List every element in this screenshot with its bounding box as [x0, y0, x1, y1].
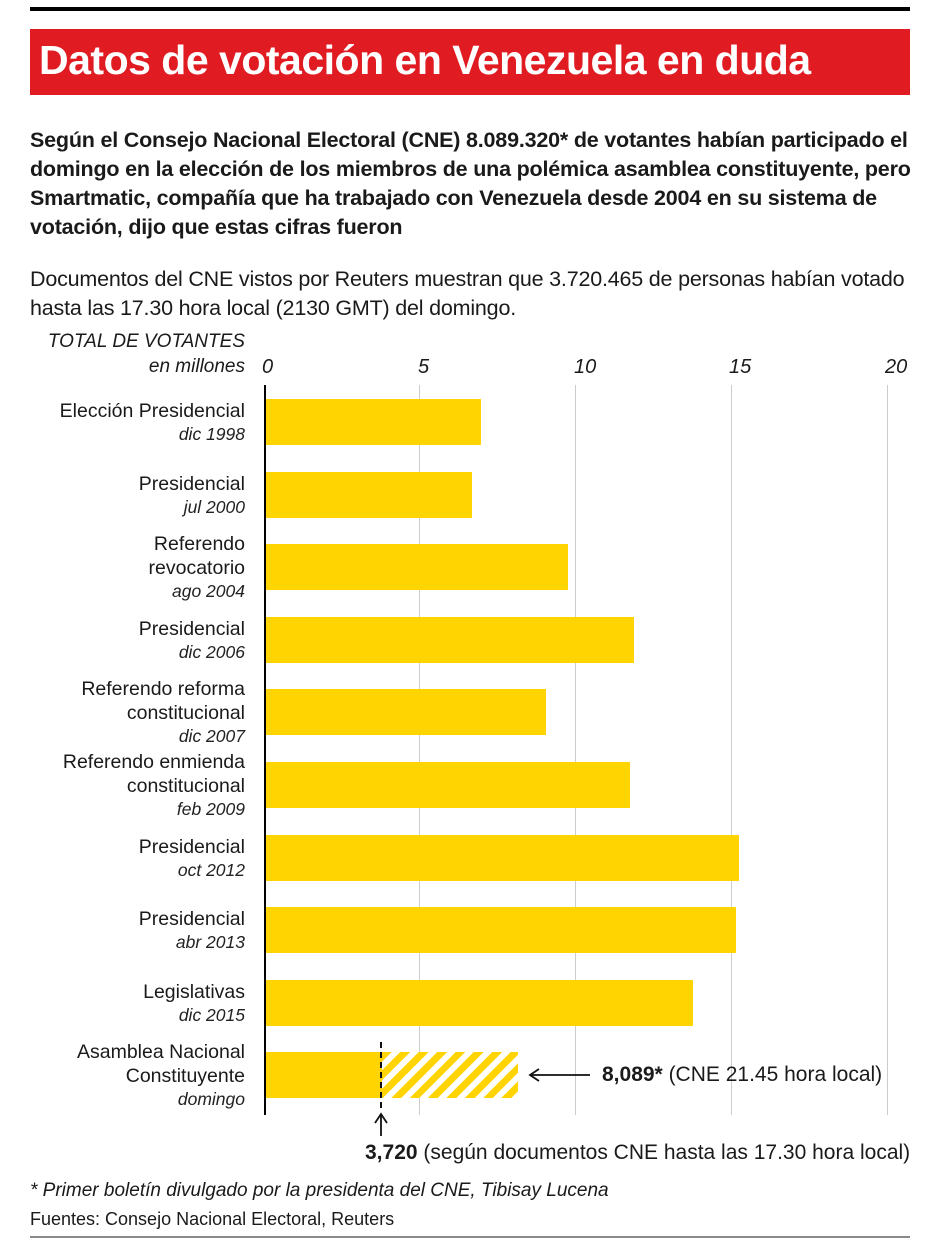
row-label-block: Referendo reforma constitucional dic 2007	[30, 677, 245, 747]
annotation-final-text: (CNE 21.45 hora local)	[662, 1063, 883, 1087]
gridline-10	[575, 385, 576, 1115]
x-tick-label-5: 5	[418, 356, 430, 378]
partial-result-dashed-line	[380, 1042, 382, 1109]
lead-paragraph: Según el Consejo Nacional Electoral (CNE…	[30, 127, 911, 239]
category-label: Presidencial	[138, 618, 245, 640]
category-label: Asamblea Nacional	[76, 1041, 245, 1063]
gridline-15	[731, 385, 732, 1115]
left-arrow-icon	[528, 1067, 592, 1083]
category-label: Referendo	[153, 533, 245, 555]
category-label: Referendo enmienda	[62, 751, 245, 773]
category-date: dic 2006	[178, 642, 245, 662]
source-line: Fuentes: Consejo Nacional Electoral, Reu…	[30, 1209, 395, 1229]
row-label-block: Legislativas dic 2015	[30, 980, 245, 1026]
category-date: dic 1998	[178, 424, 245, 444]
row-label-block: Presidencial dic 2006	[30, 617, 245, 663]
bar	[266, 979, 693, 1026]
category-date: oct 2012	[177, 860, 245, 880]
gridline-5	[419, 385, 420, 1115]
bar	[266, 544, 568, 591]
category-date: ago 2004	[172, 581, 245, 601]
annotation-cne-partial: 3,720 (según documentos CNE hasta las 17…	[365, 1140, 910, 1166]
category-label: Presidencial	[138, 836, 245, 858]
chart-title: TOTAL DE VOTANTES	[47, 331, 245, 352]
annotation-partial-text: (según documentos CNE hasta las 17.30 ho…	[417, 1141, 911, 1164]
top-rule	[30, 7, 910, 11]
category-date: abr 2013	[175, 932, 245, 952]
category-label: Constituyente	[125, 1065, 245, 1087]
annotation-final-value: 8,089*	[602, 1063, 663, 1087]
category-label: Presidencial	[138, 908, 245, 930]
bar-hatched-segment	[382, 1052, 518, 1099]
category-label: Presidencial	[138, 473, 245, 495]
chart-subtitle: en millones	[148, 356, 245, 377]
category-date: dic 2007	[178, 726, 245, 746]
category-label: constitucional	[126, 702, 245, 724]
bottom-rule	[30, 1236, 910, 1238]
row-label-block: Asamblea Nacional Constituyente domingo	[30, 1040, 245, 1110]
bar	[266, 762, 630, 808]
category-label: revocatorio	[148, 557, 245, 579]
row-label-block: Presidencial jul 2000	[30, 472, 245, 518]
bar	[266, 471, 472, 518]
category-label: Legislativas	[143, 981, 245, 1003]
x-tick-label-0: 0	[262, 356, 274, 378]
second-paragraph: Documentos del CNE vistos por Reuters mu…	[30, 266, 905, 320]
x-tick-label-10: 10	[574, 356, 597, 378]
gridline-20	[887, 385, 888, 1115]
annotation-partial-value: 3,720	[365, 1141, 418, 1164]
row-label-block: Referendo enmienda constitucional feb 2009	[30, 750, 245, 820]
row-label-block: Presidencial oct 2012	[30, 835, 245, 881]
category-date: jul 2000	[183, 497, 245, 517]
bar-solid-segment	[266, 1052, 382, 1099]
bar-chart: TOTAL DE VOTANTES en millones 0 5 10 15 20 El…	[30, 330, 910, 1180]
bar	[266, 834, 739, 881]
row-label-block: Referendo revocatorio ago 2004	[30, 532, 245, 602]
footnote: * Primer boletín divulgado por la presid…	[30, 1180, 609, 1201]
category-label: Referendo reforma	[81, 678, 245, 700]
row-label-block: Presidencial abr 2013	[30, 907, 245, 953]
category-date: feb 2009	[176, 799, 245, 819]
annotation-cne-final: 8,089* (CNE 21.45 hora local)	[602, 1062, 882, 1088]
row-label-block: Elección Presidencial dic 1998	[30, 399, 245, 445]
title-banner: Datos de votación en Venezuela en duda	[30, 29, 910, 95]
category-date: domingo	[177, 1089, 245, 1109]
up-arrow-icon	[373, 1112, 389, 1138]
bar	[266, 616, 634, 663]
category-label: constitucional	[126, 775, 245, 797]
page-title: Datos de votación en Venezuela en duda	[39, 36, 811, 83]
category-date: dic 2015	[178, 1005, 245, 1025]
y-axis-line	[264, 385, 266, 1115]
bar	[266, 689, 546, 736]
category-label: Elección Presidencial	[59, 400, 245, 422]
bar	[266, 399, 481, 445]
x-tick-label-20: 20	[885, 356, 908, 378]
x-tick-label-15: 15	[729, 356, 752, 378]
bar	[266, 907, 736, 954]
